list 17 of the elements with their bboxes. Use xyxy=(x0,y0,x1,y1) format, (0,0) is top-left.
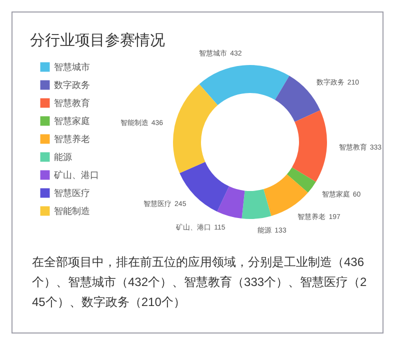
legend-label: 智慧养老 xyxy=(54,134,90,144)
donut-slice xyxy=(242,189,272,219)
donut-slice xyxy=(286,167,316,193)
legend-label: 数字政务 xyxy=(54,80,90,90)
donut-slice xyxy=(173,84,218,174)
legend-label: 智慧城市 xyxy=(54,62,90,72)
text: 在全部项目中，排在前五位的应用领域，分别是工业制造（436个）、智慧城市（432个）、智慧教育（333个）、智慧医疗（245个）、数字政务（210个） xyxy=(32,255,368,309)
legend-label: 智慧医疗 xyxy=(54,188,90,198)
donut-slice xyxy=(199,65,290,106)
chart-title: 分行业项目参赛情况 xyxy=(30,32,165,49)
legend-label: 矿山、港口 xyxy=(53,170,99,180)
donut-slice xyxy=(217,186,245,219)
donut-slice xyxy=(292,110,327,182)
legend-label: 能源 xyxy=(54,152,72,162)
legend-label: 智慧教育 xyxy=(54,98,90,108)
legend-label: 智能制造 xyxy=(54,206,90,216)
legend-label: 智慧家庭 xyxy=(54,116,90,126)
